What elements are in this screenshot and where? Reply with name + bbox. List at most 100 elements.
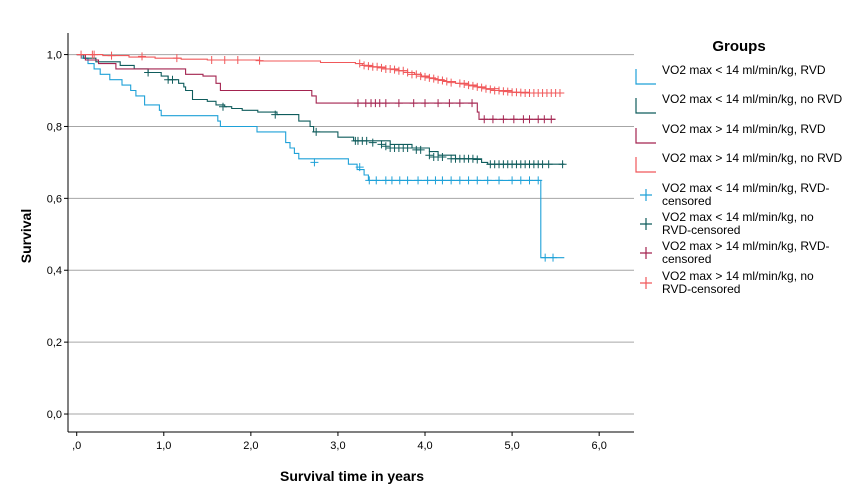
line-swatch-icon [635, 98, 656, 114]
censor-marker [508, 176, 517, 185]
censor-marker [423, 176, 432, 185]
censor-marker [473, 176, 482, 185]
censor-marker [90, 50, 99, 59]
legend-item-vo2-high-rvd-censored: VO2 max > 14 ml/min/kg, RVD-censored [634, 240, 844, 269]
censor-marker [499, 115, 508, 124]
censor-marker [468, 154, 477, 163]
legend-item-vo2-high-no-rvd-censored: VO2 max > 14 ml/min/kg, no RVD-censored [634, 269, 844, 299]
censor-marker [403, 144, 412, 153]
censor-marker [368, 138, 377, 147]
censor-marker [403, 176, 412, 185]
censor-marker [355, 59, 364, 68]
censor-marker-icon [640, 247, 652, 260]
y-tick-label: 0,8 [47, 121, 62, 133]
y-axis-label: Survival [18, 209, 34, 263]
legend-title: Groups [712, 38, 766, 55]
censor-marker [421, 72, 430, 81]
series-line-2 [76, 54, 565, 165]
y-tick-label: 0,2 [47, 337, 62, 349]
censor-marker [468, 99, 477, 108]
censor-marker [464, 81, 473, 90]
censor-marker [399, 66, 408, 75]
censor-marker [387, 176, 396, 185]
censor-marker [445, 99, 454, 108]
censor-marker [255, 56, 264, 65]
censor-marker [218, 102, 227, 111]
legend-item-vo2-low-no-rvd: VO2 max < 14 ml/min/kg, no RVD [634, 93, 844, 122]
censor-marker [473, 155, 482, 164]
legend-label: VO2 max < 14 ml/min/kg, no RVD-censored [662, 209, 814, 237]
x-tick-label: 2,0 [243, 440, 258, 452]
series-layer [76, 50, 567, 262]
censor-marker [312, 127, 321, 136]
censor-marker [372, 176, 381, 185]
censor-marker [381, 142, 390, 151]
legend-label: VO2 max > 14 ml/min/kg, RVD [662, 121, 826, 136]
censor-marker [364, 62, 373, 71]
censor-marker [271, 110, 280, 119]
x-tick-label: 5,0 [504, 440, 519, 452]
censor-marker [77, 50, 86, 59]
censor-marker [555, 89, 564, 98]
censor-marker [390, 65, 399, 74]
x-tick-label: 3,0 [330, 440, 345, 452]
censor-marker [503, 87, 512, 96]
censor-marker [486, 85, 495, 94]
censor-marker [488, 115, 497, 124]
censor-marker [442, 77, 451, 86]
censor-marker [362, 136, 371, 145]
legend-label: VO2 max > 14 ml/min/kg, no RVD [662, 151, 843, 166]
censor-marker [495, 176, 504, 185]
censor-marker [416, 145, 425, 154]
x-tick-label: 6,0 [592, 440, 607, 452]
y-tick-label: 1,0 [47, 50, 62, 62]
censor-marker [480, 115, 489, 124]
x-tick-label: 4,0 [417, 440, 432, 452]
censor-marker [438, 153, 447, 162]
censor-marker [377, 63, 386, 72]
legend-item-vo2-high-no-rvd: VO2 max > 14 ml/min/kg, no RVD [634, 152, 844, 181]
censor-marker [172, 54, 181, 63]
line-swatch-icon [635, 69, 656, 85]
censor-marker [544, 160, 553, 169]
legend-label: VO2 max > 14 ml/min/kg, RVD-censored [662, 239, 830, 267]
legend-item-vo2-high-rvd: VO2 max > 14 ml/min/kg, RVD [634, 121, 844, 152]
series-line-4 [76, 54, 565, 94]
censor-marker [481, 84, 490, 93]
line-swatch-icon [635, 157, 656, 173]
legend-label: VO2 max < 14 ml/min/kg, RVD [662, 63, 826, 77]
series-line-3 [76, 54, 556, 120]
censor-marker [386, 64, 395, 73]
censor-marker [416, 72, 425, 81]
legend-item-vo2-low-rvd: VO2 max < 14 ml/min/kg, RVD [634, 64, 844, 93]
censor-marker-icon [640, 276, 652, 289]
censor-marker [220, 55, 229, 64]
legend-item-vo2-low-no-rvd-censored: VO2 max < 14 ml/min/kg, no RVD-censored [634, 209, 844, 240]
censor-marker [473, 82, 482, 91]
censor-marker [138, 52, 147, 61]
censor-marker [431, 176, 440, 185]
censor-marker [353, 99, 362, 108]
censor-marker [525, 176, 534, 185]
censor-marker-icon [640, 188, 652, 201]
censor-marker [455, 79, 464, 88]
censor-marker [455, 176, 464, 185]
censor-marker [558, 160, 567, 169]
line-swatch-icon [635, 127, 656, 144]
censor-marker [447, 176, 456, 185]
legend-item-vo2-low-rvd-censored: VO2 max < 14 ml/min/kg, RVD-censored [634, 181, 844, 211]
censor-marker [495, 86, 504, 95]
censor-marker [438, 76, 447, 85]
censor-marker [409, 99, 418, 108]
censor-marker [412, 70, 421, 79]
censor-marker [540, 115, 549, 124]
censor-marker [468, 81, 477, 90]
censor-marker [438, 176, 447, 185]
x-axis-label: Survival time in years [280, 468, 424, 484]
censor-marker [425, 151, 434, 160]
legend-label: VO2 max < 14 ml/min/kg, no RVD [662, 92, 843, 107]
censor-marker [464, 176, 473, 185]
censor-marker [425, 73, 434, 82]
x-tick-label: 1,0 [156, 440, 171, 452]
